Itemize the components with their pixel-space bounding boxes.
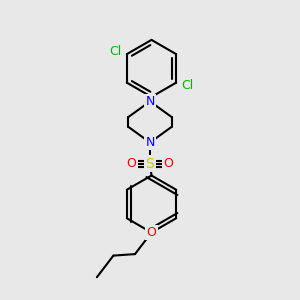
Text: N: N bbox=[145, 95, 155, 108]
Text: O: O bbox=[147, 226, 156, 239]
Text: Cl: Cl bbox=[109, 45, 122, 58]
Text: N: N bbox=[145, 136, 155, 149]
Text: Cl: Cl bbox=[182, 79, 194, 92]
Text: S: S bbox=[146, 157, 154, 170]
Text: O: O bbox=[164, 157, 173, 170]
Text: O: O bbox=[127, 157, 136, 170]
